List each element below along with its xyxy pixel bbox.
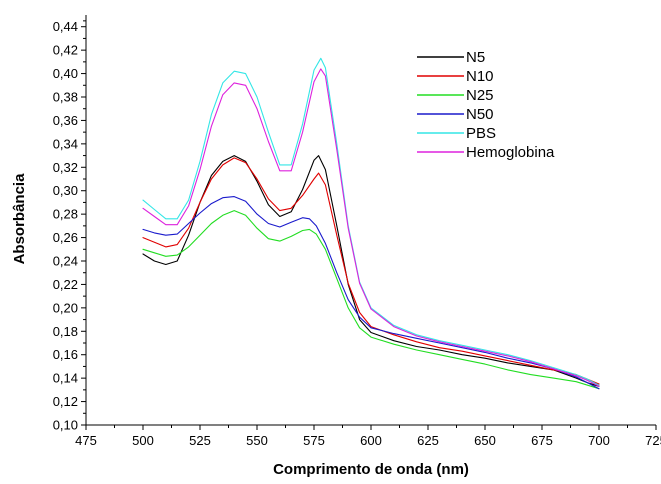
x-axis-title: Comprimento de onda (nm) (273, 461, 469, 478)
y-tick-label: 0,30 (53, 183, 78, 198)
y-tick-label: 0,12 (53, 394, 78, 409)
y-tick-label: 0,40 (53, 66, 78, 81)
y-tick-label: 0,36 (53, 113, 78, 128)
x-tick-label: 675 (531, 433, 553, 448)
y-tick-label: 0,26 (53, 230, 78, 245)
series-line-n50 (142, 196, 600, 390)
series-lines (142, 57, 600, 390)
legend-label: N10 (466, 68, 494, 85)
series-line-pbs (142, 57, 600, 386)
x-tick-label: 725 (645, 433, 661, 448)
legend-item-n5: N5 (417, 49, 485, 66)
y-axis-title: Absorbância (11, 173, 28, 265)
y-tick-label: 0,44 (53, 19, 78, 34)
x-tick-label: 550 (246, 433, 268, 448)
x-tick-label: 475 (75, 433, 97, 448)
legend-item-n25: N25 (417, 87, 494, 104)
y-tick-label: 0,38 (53, 90, 78, 105)
x-tick-label: 625 (417, 433, 439, 448)
y-tick-label: 0,24 (53, 254, 78, 269)
x-tick-label: 650 (474, 433, 496, 448)
legend-item-hemoglobina: Hemoglobina (417, 144, 555, 161)
series-line-n5 (142, 155, 600, 387)
legend-item-pbs: PBS (417, 125, 496, 142)
legend-label: N50 (466, 106, 494, 123)
axes: 475 500 525 550 575 600 625 650 675 700 725 0,10 0,1… (53, 15, 661, 448)
legend: N5 N10 N25 N50 PBS Hemoglobina (417, 49, 555, 161)
y-tick-label: 0,42 (53, 43, 78, 58)
legend-label: Hemoglobina (466, 144, 555, 161)
y-tick-label: 0,22 (53, 277, 78, 292)
x-tick-label: 525 (189, 433, 211, 448)
series-line-n10 (142, 157, 600, 385)
y-tick-label: 0,18 (53, 324, 78, 339)
y-tick-label: 0,10 (53, 418, 78, 433)
y-tick-label: 0,20 (53, 300, 78, 315)
y-tick-label: 0,28 (53, 207, 78, 222)
x-tick-label: 600 (360, 433, 382, 448)
legend-item-n50: N50 (417, 106, 494, 123)
x-tick-label: 500 (132, 433, 154, 448)
series-line-n25 (142, 210, 600, 390)
series-line-hemoglobina (142, 68, 600, 387)
legend-label: PBS (466, 125, 496, 142)
y-tick-label: 0,16 (53, 347, 78, 362)
legend-label: N5 (466, 49, 485, 66)
y-tick-label: 0,34 (53, 136, 78, 151)
x-tick-label: 700 (588, 433, 610, 448)
y-tick-label: 0,14 (53, 371, 78, 386)
legend-item-n10: N10 (417, 68, 494, 85)
x-tick-label: 575 (303, 433, 325, 448)
legend-label: N25 (466, 87, 494, 104)
y-tick-label: 0,32 (53, 160, 78, 175)
